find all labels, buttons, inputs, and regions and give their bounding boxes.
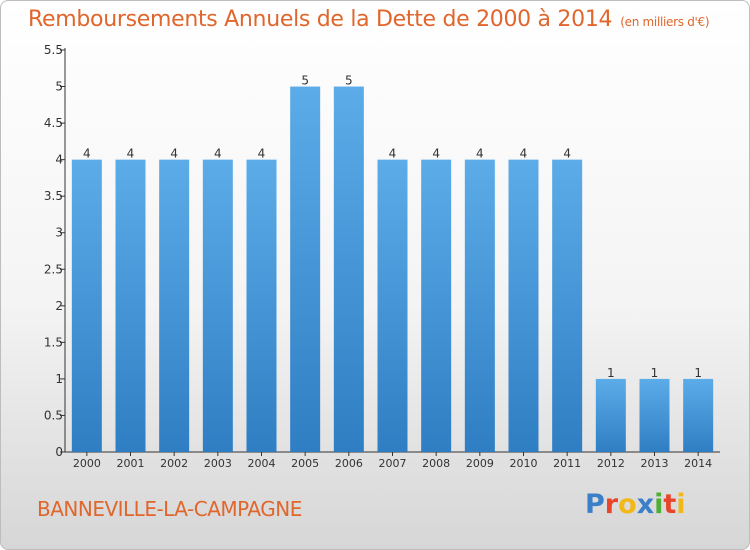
bar (421, 159, 452, 453)
chart-title: Remboursements Annuels de la Dette de 20… (28, 7, 710, 32)
bar-value-label: 4 (127, 147, 135, 161)
bar (202, 159, 233, 453)
bar-value-label: 4 (476, 147, 484, 161)
x-tick-label: 2006 (335, 457, 363, 470)
proxiti-logo: Proxiti (585, 489, 686, 520)
bar-value-label: 4 (389, 147, 397, 161)
bar-value-label: 1 (607, 366, 615, 380)
bar (290, 86, 321, 452)
bar-value-label: 4 (563, 147, 571, 161)
bar-value-label: 4 (83, 147, 91, 161)
town-name: BANNEVILLE-LA-CAMPAGNE (37, 497, 302, 521)
chart-unit: (en milliers d'€) (620, 15, 710, 29)
x-tick-label: 2007 (379, 457, 407, 470)
logo-letter: r (604, 489, 619, 520)
x-tick-label: 2005 (291, 457, 319, 470)
bar-value-label: 4 (214, 147, 222, 161)
bar (683, 378, 714, 452)
logo-letter: P (585, 489, 605, 520)
bar-value-label: 1 (651, 366, 659, 380)
bar (639, 378, 670, 452)
bar (159, 159, 190, 453)
x-tick-label: 2000 (73, 457, 101, 470)
x-tick-label: 2004 (248, 457, 276, 470)
x-tick-label: 2010 (510, 457, 538, 470)
x-tick-label: 2013 (641, 457, 669, 470)
y-tick-label: 0.5 (44, 408, 63, 422)
bar (464, 159, 495, 453)
bar-value-label: 4 (520, 147, 528, 161)
bar-value-label: 4 (432, 147, 440, 161)
bar (333, 86, 364, 452)
bar-value-label: 4 (258, 147, 266, 161)
x-tick-label: 2009 (466, 457, 494, 470)
bar (71, 159, 102, 453)
bar (552, 159, 583, 453)
x-tick-label: 2012 (597, 457, 625, 470)
y-tick-label: 0 (55, 445, 63, 459)
bar-value-label: 5 (345, 74, 353, 88)
bar (115, 159, 146, 453)
x-tick-label: 2008 (422, 457, 450, 470)
x-tick-label: 2002 (160, 457, 188, 470)
y-tick-label: 1 (55, 372, 63, 386)
y-tick-label: 2 (55, 299, 63, 313)
y-tick-label: 3 (55, 226, 63, 240)
y-tick-label: 1.5 (44, 335, 63, 349)
bar (377, 159, 408, 453)
bar (595, 378, 626, 452)
logo-letter: x (636, 489, 655, 520)
y-tick-label: 4 (55, 153, 63, 167)
x-tick-label: 2011 (553, 457, 581, 470)
bar (508, 159, 539, 453)
bar-value-label: 1 (694, 366, 702, 380)
y-tick-label: 5 (55, 80, 63, 94)
bar (246, 159, 277, 453)
y-tick-label: 5.5 (44, 43, 63, 57)
x-tick-label: 2001 (117, 457, 145, 470)
logo-letter: i (654, 489, 664, 520)
bar-value-label: 4 (170, 147, 178, 161)
bar-value-label: 5 (301, 74, 309, 88)
logo-letter: i (676, 489, 686, 520)
chart-title-text: Remboursements Annuels de la Dette de 20… (28, 7, 613, 32)
x-tick-label: 2003 (204, 457, 232, 470)
y-tick-label: 3.5 (44, 189, 63, 203)
y-tick-label: 4.5 (44, 116, 63, 130)
x-tick-label: 2014 (684, 457, 712, 470)
logo-letter: o (618, 489, 637, 520)
logo-letter: t (663, 489, 677, 520)
y-tick-label: 2.5 (44, 262, 63, 276)
